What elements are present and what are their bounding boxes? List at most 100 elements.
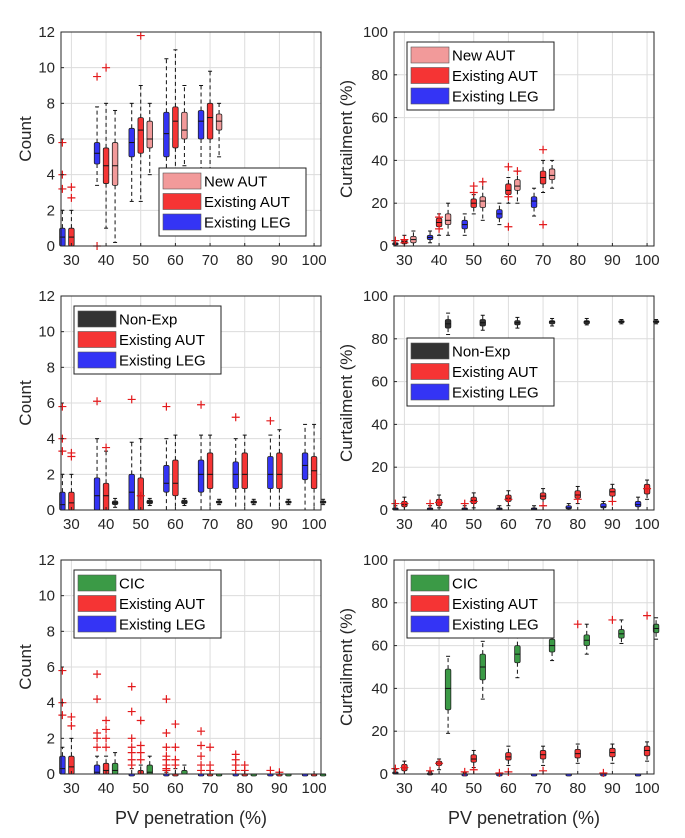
series-new-aut <box>111 85 223 243</box>
box-body <box>111 142 119 186</box>
box-30 <box>400 234 409 247</box>
legend-swatch-new-aut <box>410 46 450 64</box>
x-tick-label: 50 <box>132 780 149 797</box>
outlier-marker <box>391 236 400 245</box>
outlier-marker <box>127 395 136 404</box>
x-tick-label: 60 <box>500 516 517 533</box>
x-tick-label: 30 <box>396 780 413 797</box>
outlier-marker <box>206 761 215 770</box>
box-60 <box>496 202 503 226</box>
panel-row3-curtail: 0 20 40 60 80 100 30 40 50 60 70 80 90 100 Curtailment… <box>337 552 660 828</box>
box-70 <box>548 159 556 189</box>
y-tick-label: 60 <box>371 638 388 655</box>
x-tick-label: 60 <box>167 252 184 269</box>
y-tick-label: 0 <box>380 502 388 519</box>
box-body <box>137 117 144 154</box>
y-axis-label: Count <box>16 380 35 426</box>
legend-swatch-existing-leg <box>410 615 450 633</box>
legend-swatch-existing-leg <box>77 615 117 633</box>
outlier-marker <box>573 495 582 504</box>
y-tick-label: 12 <box>38 552 55 569</box>
box-90 <box>608 615 617 764</box>
x-tick-label: 30 <box>63 516 80 533</box>
y-tick-label: 100 <box>363 288 388 305</box>
y-axis-label: Curtailment (%) <box>337 608 356 726</box>
legend-swatch-new-aut <box>162 172 202 190</box>
x-tick-label: 30 <box>63 252 80 269</box>
y-tick-label: 12 <box>38 24 55 41</box>
outlier-marker <box>93 670 102 679</box>
y-tick-label: 6 <box>47 395 55 412</box>
legend-swatch-existing-leg <box>77 351 117 369</box>
outlier-marker <box>504 222 513 231</box>
legend-swatch-existing-aut <box>77 331 117 348</box>
box-70 <box>197 400 206 511</box>
box-body <box>215 113 223 131</box>
y-tick-label: 40 <box>371 680 388 697</box>
x-tick-label: 90 <box>271 252 288 269</box>
x-tick-label: 70 <box>202 780 219 797</box>
y-tick-label: 100 <box>363 552 388 569</box>
outlier-marker <box>435 759 444 768</box>
outlier-marker <box>58 666 67 675</box>
y-tick-label: 10 <box>38 588 55 605</box>
legend: Non-Exp Existing AUT Existing LEG <box>73 305 222 375</box>
outlier-marker <box>102 63 111 72</box>
x-tick-label: 40 <box>431 780 448 797</box>
x-tick-label: 100 <box>635 516 660 533</box>
legend-swatch-existing-leg <box>410 87 450 105</box>
x-tick-label: 80 <box>236 252 253 269</box>
outlier-marker <box>127 707 136 716</box>
outlier-marker <box>426 499 435 508</box>
box-100 <box>643 611 652 762</box>
series-existing-aut <box>67 31 214 247</box>
legend-swatch-existing-aut <box>410 363 450 380</box>
outlier-marker <box>608 615 617 624</box>
box-body <box>548 168 556 181</box>
y-tick-label: 20 <box>371 195 388 212</box>
outlier-marker <box>197 741 206 750</box>
outlier-marker <box>102 725 111 734</box>
y-tick-label: 12 <box>38 288 55 305</box>
outlier-marker <box>162 743 171 752</box>
axes-frame <box>393 295 655 511</box>
outlier-marker <box>93 72 102 81</box>
axes-frame <box>393 559 655 775</box>
legend: New AUT Existing AUT Existing LEG <box>158 167 307 237</box>
legend-label: Non-Exp <box>119 312 177 329</box>
box-80 <box>583 623 590 655</box>
outlier-marker <box>504 495 513 504</box>
box-70 <box>206 434 214 511</box>
panel-row2-curtail: 0 20 40 60 80 100 30 40 50 60 70 80 90 100 Curtailment… <box>337 288 660 533</box>
outlier-marker <box>127 755 136 764</box>
outlier-marker <box>171 720 180 729</box>
outlier-marker <box>478 177 487 186</box>
box-100 <box>652 319 660 325</box>
box-80 <box>583 317 590 326</box>
outlier-marker <box>162 402 171 411</box>
x-tick-label: 30 <box>396 252 413 269</box>
box-100 <box>319 773 327 777</box>
box-90 <box>618 619 625 644</box>
legend-swatch-non-exp <box>410 342 450 360</box>
x-tick-label: 90 <box>271 780 288 797</box>
y-tick-label: 6 <box>47 659 55 676</box>
outlier-marker <box>435 498 444 507</box>
box-80 <box>573 620 582 764</box>
outlier-marker <box>197 752 206 761</box>
box-70 <box>539 145 548 229</box>
box-body <box>444 213 452 225</box>
box-50 <box>146 497 153 507</box>
box-40 <box>444 312 452 336</box>
outlier-marker <box>643 484 652 493</box>
box-body <box>181 111 188 140</box>
box-40 <box>444 655 452 734</box>
box-30 <box>67 183 76 247</box>
x-tick-label: 30 <box>396 516 413 533</box>
outlier-marker <box>391 764 400 773</box>
legend-label: Existing LEG <box>119 353 206 370</box>
y-tick-label: 4 <box>47 431 55 448</box>
box-body <box>267 456 274 489</box>
x-tick-label: 80 <box>569 252 586 269</box>
